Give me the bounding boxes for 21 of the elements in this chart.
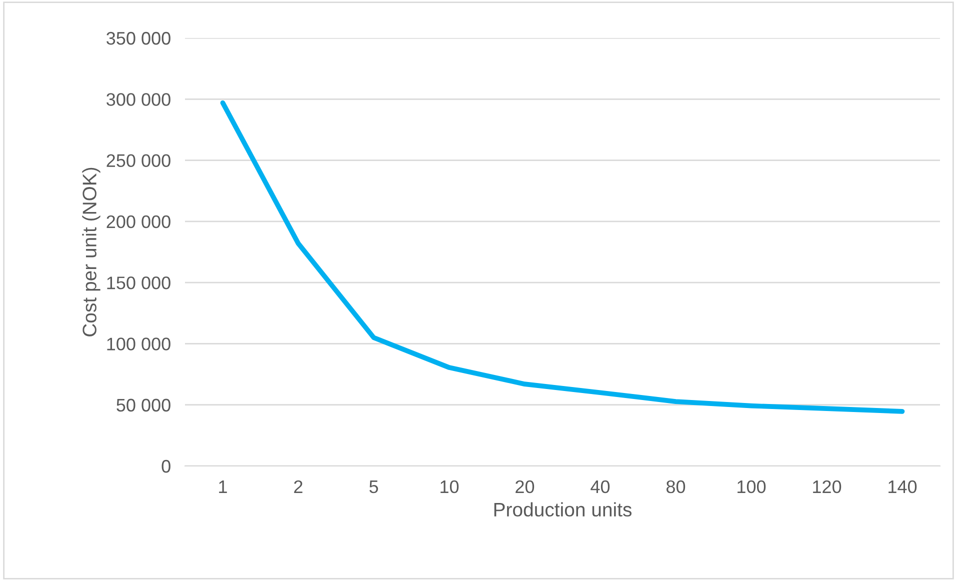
x-tick-label: 40 (590, 480, 610, 494)
x-tick-label: 5 (369, 480, 378, 494)
x-tick-label: 20 (516, 480, 534, 494)
y-tick-label: 50 000 (116, 398, 170, 412)
x-tick-label: 140 (888, 480, 917, 494)
x-tick-label: 120 (813, 480, 842, 494)
y-tick-label: 200 000 (106, 215, 170, 228)
x-tick-label: 1 (219, 480, 227, 493)
y-tick-label: 100 000 (107, 338, 170, 350)
x-tick-label: 10 (440, 480, 459, 494)
x-tick-label: 2 (294, 480, 302, 493)
x-axis-title: Production units (494, 502, 632, 517)
y-tick-label: 350 000 (106, 32, 170, 45)
y-tick-label: 250 000 (106, 154, 170, 168)
x-tick-label: 100 (738, 480, 766, 494)
line-series (220, 100, 905, 414)
x-tick-label: 80 (666, 480, 686, 494)
y-tick-label: 0 (162, 460, 170, 473)
y-tick-label: 300 000 (106, 93, 170, 106)
y-axis-title: Cost per unit (NOK) (82, 168, 100, 336)
y-tick-label: 150 000 (107, 276, 170, 290)
